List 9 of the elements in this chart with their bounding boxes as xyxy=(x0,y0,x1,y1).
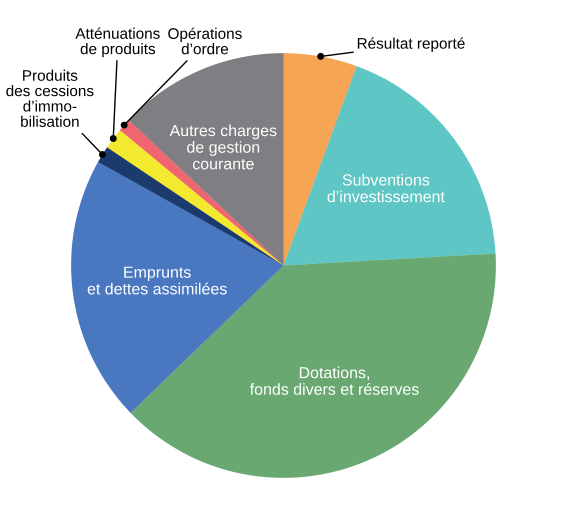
slice-label: Opérations d’ordre xyxy=(168,28,242,54)
slice-label: Subventions d’investissement xyxy=(328,174,445,202)
slice-label: Résultat reporté xyxy=(358,37,465,52)
slice-label: Autres charges de gestion courante xyxy=(170,124,276,170)
slice-label: Atténuations de produits xyxy=(75,28,160,58)
slice-label: Emprunts et dettes assimilées xyxy=(88,266,227,294)
pie-slice xyxy=(284,66,496,266)
slice-label: Produits des cessions d’immo- bilisation xyxy=(6,70,94,127)
slice-label: Dotations, fonds divers et réserves xyxy=(250,366,419,395)
